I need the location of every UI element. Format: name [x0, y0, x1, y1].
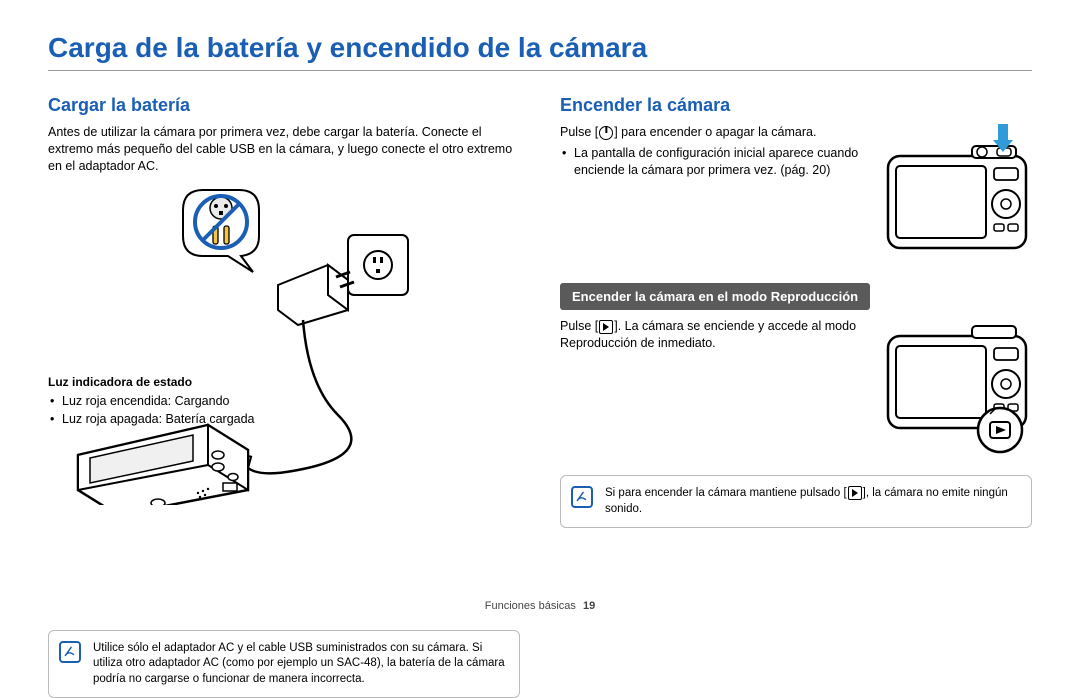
status-indicator-block: Luz indicadora de estado Luz roja encend…	[48, 375, 288, 428]
status-title: Luz indicadora de estado	[48, 375, 192, 389]
play-icon	[848, 486, 862, 500]
page-footer: Funciones básicas 19	[0, 600, 1080, 612]
footer-section: Funciones básicas	[485, 600, 576, 612]
charge-intro: Antes de utilizar la cámara por primera …	[48, 124, 520, 175]
charge-heading: Cargar la batería	[48, 95, 520, 116]
power-bullet-1: La pantalla de configuración inicial apa…	[562, 145, 868, 180]
power-icon	[599, 126, 613, 140]
page-number: 19	[583, 600, 595, 612]
note-icon	[59, 641, 81, 663]
status-off: Luz roja apagada: Batería cargada	[50, 411, 288, 429]
play-press-line: Pulse []. La cámara se enciende y accede…	[560, 318, 868, 352]
status-on: Luz roja encendida: Cargando	[50, 393, 288, 411]
note-icon	[571, 486, 593, 508]
camera-top-figure	[882, 124, 1032, 269]
charge-note-text: Utilice sólo el adaptador AC y el cable …	[93, 642, 505, 685]
playback-banner: Encender la cámara en el modo Reproducci…	[560, 283, 870, 310]
power-heading: Encender la cámara	[560, 95, 1032, 116]
power-press-line: Pulse [] para encender o apagar la cámar…	[560, 124, 868, 141]
play-note-text: Si para encender la cámara mantiene puls…	[605, 487, 1008, 515]
play-note: Si para encender la cámara mantiene puls…	[560, 475, 1032, 528]
charge-diagram	[48, 185, 520, 510]
charge-note: Utilice sólo el adaptador AC y el cable …	[48, 630, 520, 698]
camera-play-figure	[882, 318, 1032, 463]
play-icon	[599, 320, 613, 334]
page-title: Carga de la batería y encendido de la cá…	[48, 32, 1032, 71]
